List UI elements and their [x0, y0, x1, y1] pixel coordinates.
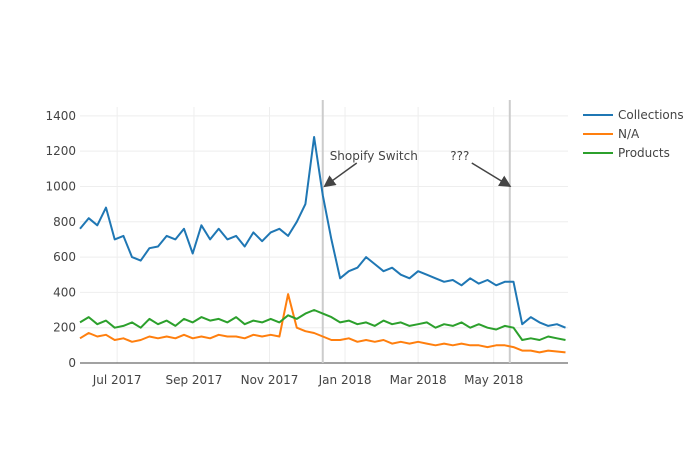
y-tick-label: 1000 — [45, 179, 76, 193]
y-tick-label: 1200 — [45, 144, 76, 158]
series-line-collections — [79, 136, 566, 329]
annotation-label: ??? — [450, 149, 469, 163]
y-tick-label: 200 — [53, 321, 76, 335]
annotation-arrow — [471, 162, 512, 188]
y-tick-label: 400 — [53, 285, 76, 299]
x-tick-label: Sep 2017 — [165, 373, 222, 387]
x-tick-label: Jan 2018 — [318, 373, 372, 387]
x-tick-label: Mar 2018 — [390, 373, 447, 387]
y-tick-label: 600 — [53, 250, 76, 264]
legend-label: N/A — [618, 127, 640, 141]
series-line-products — [79, 309, 566, 341]
y-tick-label: 1400 — [45, 109, 76, 123]
annotation-arrow — [323, 162, 358, 188]
legend-label: Products — [618, 146, 670, 160]
legend-label: Collections — [618, 108, 684, 122]
x-tick-label: Jul 2017 — [92, 373, 142, 387]
series-line-na — [79, 293, 566, 354]
y-tick-label: 0 — [68, 356, 76, 370]
x-tick-label: May 2018 — [464, 373, 523, 387]
x-tick-label: Nov 2017 — [241, 373, 299, 387]
y-tick-label: 800 — [53, 215, 76, 229]
annotation-label: Shopify Switch — [330, 149, 418, 163]
